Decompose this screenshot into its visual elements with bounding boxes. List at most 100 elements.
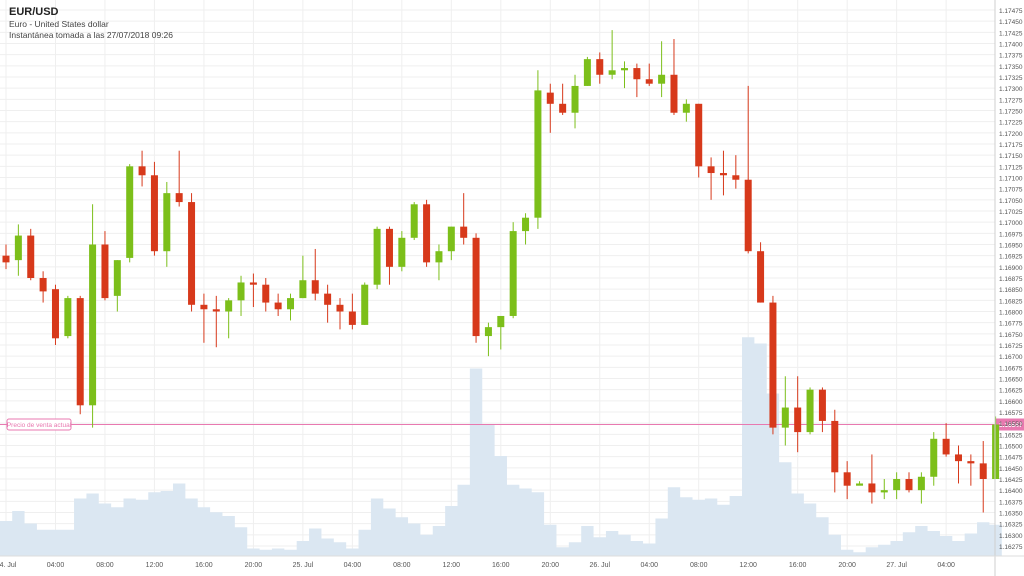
- volume-bars: [0, 337, 1002, 556]
- candle-body: [893, 479, 901, 491]
- candle-body: [843, 472, 851, 486]
- candle-body: [2, 255, 10, 263]
- candle-body: [868, 483, 876, 493]
- candle-body: [348, 311, 356, 325]
- y-tick-label: 1.16350: [999, 511, 1023, 518]
- y-tick-label: 1.16725: [999, 343, 1023, 350]
- x-tick-label: 16:00: [789, 562, 807, 569]
- y-tick-label: 1.16800: [999, 310, 1023, 317]
- y-tick-label: 1.16525: [999, 432, 1023, 439]
- x-tick-label: 27. Jul: [886, 562, 907, 569]
- y-tick-label: 1.16950: [999, 243, 1023, 250]
- candle-body: [435, 251, 443, 263]
- y-tick-label: 1.17250: [999, 109, 1023, 116]
- candle-body: [719, 173, 727, 176]
- x-tick-label: 04:00: [344, 562, 362, 569]
- current-price-value: 1.16547: [999, 422, 1023, 429]
- y-tick-label: 1.17300: [999, 86, 1023, 93]
- candle-body: [200, 304, 208, 310]
- candle-body: [818, 389, 826, 421]
- y-tick-label: 1.16425: [999, 477, 1023, 484]
- candle-body: [373, 228, 381, 285]
- x-tick-label: 04:00: [47, 562, 65, 569]
- candle-body: [942, 438, 950, 455]
- candle-body: [336, 304, 344, 312]
- y-tick-label: 1.16600: [999, 399, 1023, 406]
- x-tick-label: 04:00: [640, 562, 658, 569]
- candle-body: [917, 476, 925, 491]
- chart-header: EUR/USD Euro - United States dollar Inst…: [9, 6, 173, 41]
- candle-body: [64, 298, 72, 337]
- x-tick-label: 26. Jul: [589, 562, 610, 569]
- y-tick-label: 1.17150: [999, 153, 1023, 160]
- candle-body: [930, 438, 938, 477]
- y-axis: 1.17475 1.17450 1.17425 1.17400 1.17375 1.173…: [994, 0, 1023, 576]
- candle-body: [51, 289, 59, 339]
- y-tick-label: 1.17475: [999, 8, 1023, 15]
- candle-body: [385, 228, 393, 267]
- x-tick-label: 08:00: [690, 562, 708, 569]
- candle-body: [237, 282, 245, 301]
- candle-body: [14, 235, 22, 261]
- y-tick-label: 1.17325: [999, 75, 1023, 82]
- y-tick-label: 1.16775: [999, 321, 1023, 328]
- candle-body: [497, 315, 505, 328]
- candle-body: [967, 461, 975, 464]
- y-tick-label: 1.17075: [999, 187, 1023, 194]
- current-price-tag: [996, 418, 1024, 431]
- symbol-title: EUR/USD: [9, 6, 59, 18]
- candle-body: [781, 407, 789, 428]
- candle-body: [447, 226, 455, 252]
- candle-body: [76, 298, 84, 406]
- candle-body: [138, 166, 146, 176]
- y-tick-label: 1.16500: [999, 444, 1023, 451]
- candle-body: [707, 166, 715, 174]
- candle-body: [732, 175, 740, 180]
- candle-body: [769, 302, 777, 428]
- y-tick-label: 1.16300: [999, 533, 1023, 540]
- instrument-name: Euro - United States dollar: [9, 19, 109, 29]
- y-tick-label: 1.17100: [999, 176, 1023, 183]
- y-tick-label: 1.17375: [999, 53, 1023, 60]
- volume-area: [0, 337, 1002, 556]
- y-tick-label: 1.16650: [999, 377, 1023, 384]
- candle-body: [621, 68, 628, 71]
- candle-body: [274, 302, 282, 310]
- candle-body: [979, 463, 987, 479]
- candle-body: [150, 175, 158, 252]
- candle-body: [806, 389, 814, 433]
- candle-body: [682, 103, 690, 113]
- candle-body: [608, 70, 616, 75]
- candle-body: [880, 490, 888, 493]
- candle-body: [583, 59, 591, 86]
- x-tick-label: 20:00: [838, 562, 856, 569]
- candle-body: [225, 300, 233, 312]
- candle-body: [571, 85, 579, 113]
- y-tick-label: 1.17025: [999, 209, 1023, 216]
- snapshot-time: Instantánea tomada a las 27/07/2018 09:2…: [9, 30, 173, 40]
- candle-body: [163, 193, 171, 252]
- y-tick-label: 1.16675: [999, 365, 1023, 372]
- candle-body: [645, 79, 653, 84]
- y-tick-label: 1.17200: [999, 131, 1023, 138]
- candle-body: [287, 298, 295, 310]
- candle-body: [546, 92, 554, 104]
- candle-body: [249, 282, 257, 285]
- candle-body: [299, 280, 307, 299]
- y-tick-label: 1.16625: [999, 388, 1023, 395]
- candle-body: [695, 103, 703, 167]
- candle-body: [39, 278, 47, 292]
- candle-body: [484, 327, 492, 337]
- candles: [2, 30, 1000, 513]
- candle-body: [744, 179, 752, 252]
- x-tick-label: 20:00: [542, 562, 560, 569]
- y-tick-label: 1.17275: [999, 97, 1023, 104]
- candle-body: [175, 193, 183, 203]
- y-tick-label: 1.16575: [999, 410, 1023, 417]
- x-tick-label: 08:00: [393, 562, 411, 569]
- y-tick-label: 1.17350: [999, 64, 1023, 71]
- candle-body: [954, 454, 962, 462]
- candle-body: [831, 420, 839, 473]
- y-tick-label: 1.16550: [999, 421, 1023, 428]
